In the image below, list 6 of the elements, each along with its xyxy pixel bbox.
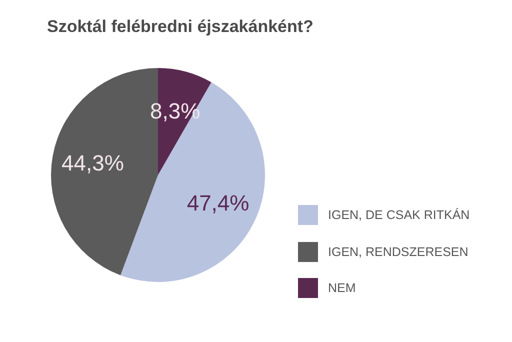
data-label: 44,3% (62, 150, 124, 176)
legend-label: IGEN, RENDSZERESEN (328, 244, 468, 259)
legend-label: NEM (328, 281, 356, 296)
legend-label: IGEN, DE CSAK RITKÁN (328, 208, 470, 222)
data-label: 47,4% (186, 190, 250, 216)
chart-title: Szoktál felébredni éjszakánként? (47, 17, 314, 37)
